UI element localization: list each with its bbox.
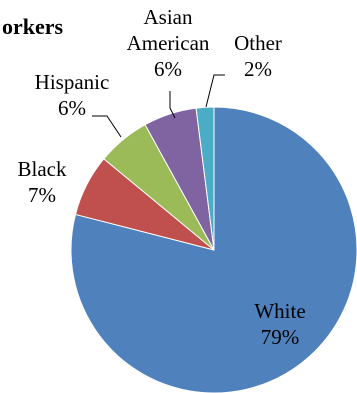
slice-label-asian-american: Asian American 6% [127,5,210,81]
pie-slices [70,106,357,393]
leader-line-asian-american [169,91,176,119]
pie-slice-other [195,106,215,251]
slice-label-white: White 79% [254,299,305,349]
leader-line-hispanic [92,115,122,138]
leader-line-other [205,74,225,108]
slice-label-other: Other 2% [234,31,282,81]
chart-title: orkers [2,14,64,39]
slice-labels: White 79% Black 7% Hispanic 6% Asian American 6%… [18,5,306,349]
slice-label-black: Black 7% [18,157,67,207]
leader-lines [92,74,225,138]
slice-label-hispanic: Hispanic 6% [35,70,110,120]
